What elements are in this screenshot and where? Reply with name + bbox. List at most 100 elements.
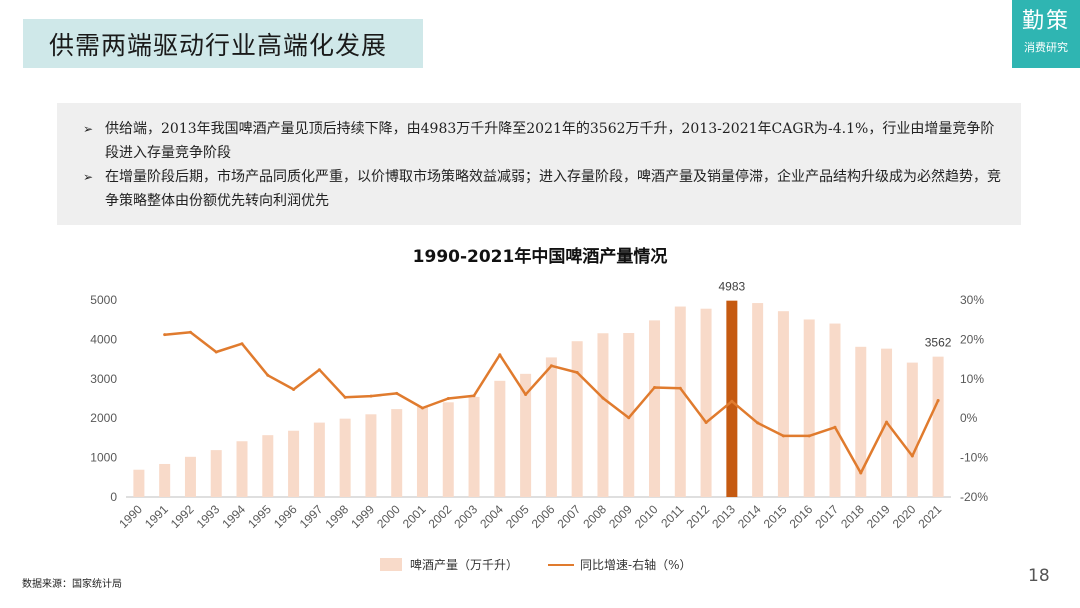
- growth-rate-point: [575, 370, 579, 374]
- x-tick-label: 2002: [426, 502, 455, 531]
- bar: [520, 373, 532, 497]
- left-axis-tick-label: 2000: [90, 411, 117, 425]
- x-tick-label: 2017: [812, 502, 841, 531]
- growth-rate-point: [240, 342, 244, 346]
- legend-bar-swatch: [380, 558, 402, 571]
- summary-bullet: ➢ 在增量阶段后期，市场产品同质化严重，以价博取市场策略效益减弱；进入存量阶段，…: [83, 165, 1001, 213]
- growth-rate-point: [163, 333, 167, 337]
- right-axis-tick-label: 20%: [960, 332, 984, 346]
- growth-rate-point: [446, 397, 450, 400]
- bar: [184, 456, 196, 497]
- bar: [777, 311, 789, 497]
- bar: [442, 402, 454, 497]
- growth-rate-point: [188, 330, 192, 334]
- growth-rate-point: [730, 399, 734, 403]
- growth-rate-point: [395, 391, 399, 395]
- bar: [313, 422, 325, 497]
- x-tick-label: 2000: [374, 502, 403, 531]
- bar: [236, 441, 248, 497]
- arrow-bullet-icon: ➢: [83, 122, 94, 136]
- bar: [133, 469, 145, 497]
- bar: [391, 409, 403, 497]
- bar: [803, 319, 815, 497]
- growth-rate-point: [627, 416, 631, 420]
- peak-data-label: 4983: [719, 280, 746, 294]
- growth-rate-point: [472, 394, 476, 398]
- x-tick-label: 2020: [890, 502, 919, 531]
- summary-bullet: ➢ 供给端，2013年我国啤酒产量见顶后持续下降，由4983万千升降至2021年…: [83, 117, 1001, 165]
- bar: [365, 414, 377, 497]
- x-tick-label: 1991: [142, 502, 171, 531]
- right-axis-tick-label: -20%: [960, 490, 988, 504]
- x-tick-label: 1990: [116, 502, 145, 531]
- x-tick-label: 1992: [168, 502, 197, 531]
- x-tick-label: 2015: [761, 502, 790, 531]
- right-axis-tick-label: 30%: [960, 293, 984, 307]
- x-tick-label: 1996: [271, 502, 300, 531]
- bar: [674, 306, 686, 497]
- x-tick-label: 2008: [580, 502, 609, 531]
- bar: [700, 308, 712, 497]
- growth-rate-point: [524, 393, 528, 397]
- x-tick-label: 2016: [787, 502, 816, 531]
- growth-rate-point: [266, 373, 270, 377]
- legend-bar-label: 啤酒产量（万千升）: [410, 558, 519, 572]
- left-axis-tick-label: 0: [110, 490, 117, 504]
- summary-text: 在增量阶段后期，市场产品同质化严重，以价博取市场策略效益减弱；进入存量阶段，啤酒…: [105, 169, 1001, 209]
- growth-rate-point: [910, 454, 914, 458]
- x-tick-label: 2018: [838, 502, 867, 531]
- legend-line-label: 同比增速-右轴（%）: [580, 558, 692, 572]
- legend-line-swatch: [548, 563, 575, 566]
- bar: [288, 430, 300, 497]
- growth-rate-point: [781, 434, 785, 438]
- x-tick-label: 2005: [503, 502, 532, 531]
- left-axis-tick-label: 5000: [90, 293, 117, 307]
- growth-rate-point: [885, 420, 889, 424]
- x-tick-label: 2011: [658, 502, 686, 530]
- left-axis-tick-label: 1000: [90, 451, 117, 465]
- x-tick-label: 2003: [451, 502, 480, 531]
- summary-box: ➢ 供给端，2013年我国啤酒产量见顶后持续下降，由4983万千升降至2021年…: [57, 103, 1021, 225]
- page-title: 供需两端驱动行业高端化发展: [49, 30, 388, 60]
- x-tick-label: 1995: [245, 502, 274, 531]
- bar: [855, 346, 867, 497]
- last-data-label: 3562: [925, 336, 952, 350]
- bar: [932, 356, 944, 497]
- x-tick-label: 2009: [606, 502, 635, 531]
- growth-rate-point: [859, 471, 863, 475]
- growth-rate-point: [807, 434, 811, 438]
- x-tick-label: 2004: [477, 502, 506, 531]
- x-tick-label: 2019: [864, 502, 893, 531]
- left-axis-tick-label: 4000: [90, 332, 117, 346]
- bar: [649, 320, 661, 497]
- x-tick-label: 2007: [555, 502, 584, 531]
- growth-rate-point: [292, 387, 296, 391]
- data-source: 数据来源：国家统计局: [22, 579, 122, 590]
- growth-rate-point: [756, 421, 760, 425]
- chart-legend: 啤酒产量（万千升） 同比增速-右轴（%）: [380, 556, 691, 573]
- growth-rate-point: [678, 386, 682, 390]
- growth-rate-point: [317, 368, 321, 372]
- x-tick-label: 1994: [219, 502, 248, 531]
- bar: [623, 333, 635, 497]
- bar: [752, 303, 764, 497]
- x-tick-label: 1993: [194, 502, 223, 531]
- growth-rate-point: [833, 425, 837, 429]
- page-number: 18: [1028, 566, 1050, 586]
- x-tick-label: 2021: [915, 502, 944, 531]
- growth-rate-point: [498, 353, 502, 357]
- bar: [159, 463, 171, 497]
- bar: [906, 362, 918, 497]
- brand-logo: 勤策 消费研究: [1012, 0, 1080, 68]
- chart-title: 1990-2021年中国啤酒产量情况: [412, 247, 668, 267]
- bar: [597, 333, 609, 497]
- right-axis-tick-label: 10%: [960, 372, 984, 386]
- bar: [416, 406, 428, 497]
- growth-rate-point: [369, 394, 373, 398]
- summary-text: 供给端，2013年我国啤酒产量见顶后持续下降，由4983万千升降至2021年的3…: [105, 121, 995, 161]
- logo-main-text: 勤策: [1021, 9, 1070, 34]
- growth-rate-point: [343, 395, 347, 399]
- x-tick-label: 1999: [348, 502, 377, 531]
- bar: [339, 418, 351, 497]
